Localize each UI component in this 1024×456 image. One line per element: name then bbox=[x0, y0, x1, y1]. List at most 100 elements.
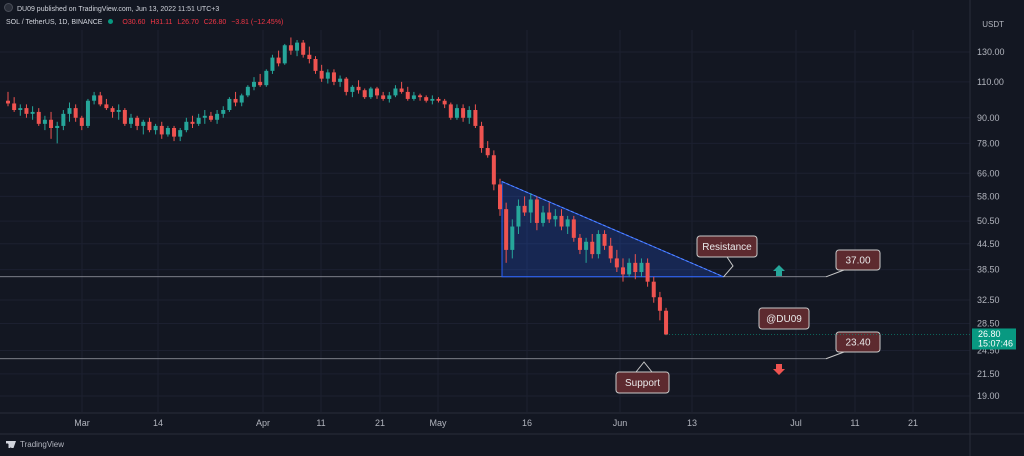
candle-body bbox=[590, 241, 595, 255]
candle-body bbox=[288, 45, 293, 51]
watermark-callout-text: @DU09 bbox=[766, 314, 802, 325]
last-price-box bbox=[972, 328, 1016, 350]
candle-body bbox=[122, 109, 127, 124]
price-tick-label: 130.00 bbox=[977, 47, 1005, 57]
up-arrow-icon bbox=[773, 265, 785, 276]
candle-body bbox=[565, 219, 570, 227]
ohlc-low: L26.70 bbox=[177, 19, 199, 26]
ohlc-change: −3.81 (−12.45%) bbox=[231, 19, 284, 26]
candle-body bbox=[596, 233, 601, 255]
ohlc-high: H31.11 bbox=[150, 19, 173, 26]
candle-body bbox=[571, 219, 576, 238]
time-tick-label: Jul bbox=[790, 418, 802, 428]
candle-body bbox=[541, 212, 546, 223]
price-tick-label: 58.00 bbox=[977, 191, 1000, 201]
candle-body bbox=[184, 121, 189, 131]
candle-body bbox=[85, 100, 90, 126]
candle-body bbox=[381, 95, 386, 99]
candle-body bbox=[436, 98, 441, 101]
last-price-value: 26.80 bbox=[978, 329, 1001, 339]
candle-body bbox=[657, 297, 662, 311]
candle-body bbox=[79, 117, 84, 126]
candle-body bbox=[295, 42, 300, 51]
candle-body bbox=[461, 108, 466, 118]
price-tick-label: 78.00 bbox=[977, 138, 1000, 148]
candle-body bbox=[338, 78, 343, 82]
level-37-callout: 37.00 bbox=[825, 249, 881, 278]
candle-body bbox=[55, 125, 60, 129]
candle-body bbox=[270, 57, 275, 71]
candle-body bbox=[516, 205, 521, 227]
level-37-callout-pointer bbox=[825, 269, 845, 278]
candle-body bbox=[522, 205, 527, 213]
candle-body bbox=[6, 100, 10, 104]
candle-body bbox=[534, 199, 539, 223]
price-tick-label: 32.50 bbox=[977, 295, 1000, 305]
horizontal-levels bbox=[0, 276, 826, 360]
candle-body bbox=[528, 199, 533, 213]
support-callout-box bbox=[615, 371, 670, 394]
candle-body bbox=[208, 115, 213, 120]
candle-body bbox=[498, 184, 502, 210]
candle-body bbox=[245, 86, 250, 96]
candle-body bbox=[639, 262, 644, 273]
support-callout: Support bbox=[615, 361, 670, 394]
candle-body bbox=[411, 95, 416, 99]
watermark-callout: @DU09 bbox=[758, 307, 810, 330]
candle-body bbox=[147, 121, 152, 131]
candle-body bbox=[504, 209, 509, 250]
candle-body bbox=[61, 113, 66, 126]
candle-body bbox=[387, 95, 392, 99]
candle-body bbox=[73, 108, 78, 118]
candle-body bbox=[479, 125, 484, 149]
candle-body bbox=[24, 108, 29, 114]
candle-body bbox=[92, 95, 97, 101]
price-tick-label: 90.00 bbox=[977, 113, 1000, 123]
time-tick-label: 21 bbox=[375, 418, 385, 428]
level-23-callout-text: 23.40 bbox=[845, 338, 870, 349]
candle-body bbox=[350, 86, 355, 92]
candle-body bbox=[602, 233, 607, 246]
time-tick-label: 21 bbox=[908, 418, 918, 428]
symbol-name[interactable]: SOL / TetherUS, 1D, BINANCE bbox=[6, 19, 103, 26]
tradingview-logo[interactable]: TradingView bbox=[6, 440, 64, 449]
candle-body bbox=[36, 111, 41, 124]
time-tick-label: 16 bbox=[522, 418, 532, 428]
price-tick-label: 66.00 bbox=[977, 168, 1000, 178]
support-callout-pointer bbox=[635, 361, 653, 373]
candle-body bbox=[430, 98, 435, 101]
support-callout-text: Support bbox=[625, 378, 660, 389]
candle-body bbox=[627, 262, 632, 275]
candle-body bbox=[405, 91, 410, 99]
candle-body bbox=[356, 86, 361, 91]
resistance-callout: Resistance bbox=[696, 235, 758, 278]
published-header: DU09 published on TradingView.com, Jun 1… bbox=[4, 3, 219, 13]
candle-body bbox=[651, 281, 656, 298]
time-tick-label: Apr bbox=[256, 418, 270, 428]
candle-body bbox=[165, 128, 170, 135]
candle-body bbox=[331, 72, 336, 82]
time-axis[interactable]: Mar 14 Apr 11 21 May 16 Jun 13 Jul 11 21 bbox=[0, 412, 1024, 435]
price-tick-label: 38.50 bbox=[977, 265, 1000, 275]
triangle-resistance-line bbox=[501, 181, 724, 278]
candle-body bbox=[221, 109, 226, 114]
candle-body bbox=[196, 117, 201, 124]
candle-body bbox=[584, 241, 589, 250]
candle-body bbox=[239, 95, 244, 103]
candle-body bbox=[30, 111, 35, 114]
candle-body bbox=[448, 104, 453, 118]
candle-body bbox=[467, 109, 472, 118]
candle-body bbox=[559, 215, 564, 227]
candle-body bbox=[233, 98, 238, 103]
candle-body bbox=[424, 97, 429, 101]
price-axis[interactable]: 130.00 110.00 90.00 78.00 66.00 58.00 50.50 44.… bbox=[666, 0, 1016, 456]
candle-body bbox=[393, 88, 398, 96]
price-tick-label: 50.50 bbox=[977, 216, 1000, 226]
candle-body bbox=[473, 109, 478, 126]
bar-countdown: 15:07:46 bbox=[978, 338, 1013, 348]
candle-body bbox=[608, 245, 613, 259]
watermark-callout-box bbox=[758, 307, 810, 330]
descending-triangle bbox=[501, 180, 724, 278]
candle-body bbox=[159, 125, 164, 135]
